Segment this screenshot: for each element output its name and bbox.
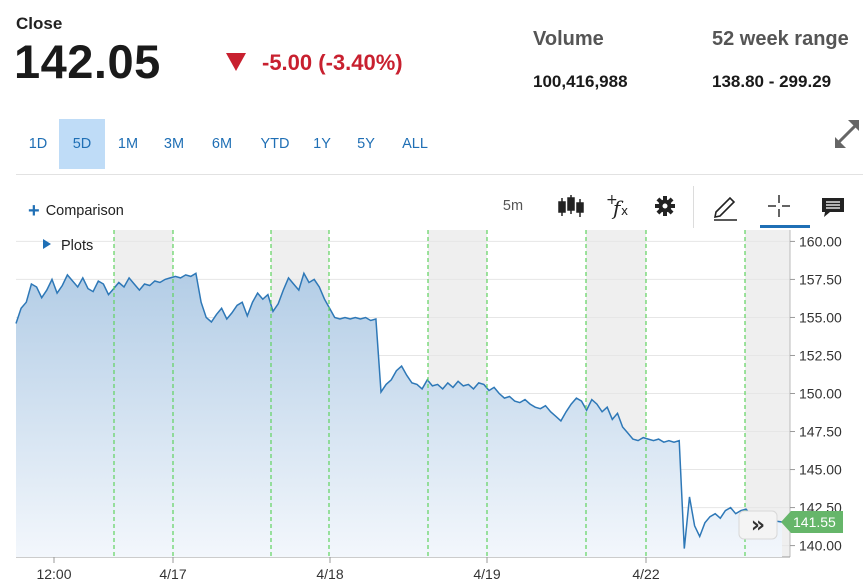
chart-toolbar: + Comparison 5m + f x xyxy=(0,182,863,230)
candlestick-icon[interactable] xyxy=(556,190,586,222)
last-price-value: 141.55 xyxy=(793,514,836,530)
plots-toggle[interactable]: Plots xyxy=(43,238,93,254)
svg-text:+: + xyxy=(606,192,618,208)
y-tick-label: 157.50 xyxy=(799,271,842,287)
plus-icon: + xyxy=(28,200,40,222)
close-price: 142.05 xyxy=(14,35,161,88)
toolbar-separator xyxy=(693,186,694,228)
volume-label: Volume xyxy=(533,28,604,50)
y-tick-label: 155.00 xyxy=(799,309,842,325)
range-button-5y[interactable]: 5Y xyxy=(357,136,375,152)
y-tick-label: 160.00 xyxy=(799,233,842,249)
price-change: -5.00 (-3.40%) xyxy=(226,50,403,76)
function-icon[interactable]: + f x xyxy=(604,190,634,222)
scroll-right-button[interactable]: » xyxy=(738,510,778,540)
last-price-label: 141.55 xyxy=(781,511,843,534)
comparison-button[interactable]: + Comparison xyxy=(28,200,124,223)
plots-label: Plots xyxy=(61,238,93,254)
y-tick-label: 147.50 xyxy=(799,424,842,440)
x-tick-label: 4/19 xyxy=(473,566,500,582)
interval-selector[interactable]: 5m xyxy=(502,198,524,214)
price-area xyxy=(16,273,782,557)
close-label: Close xyxy=(16,14,63,33)
comment-icon[interactable] xyxy=(818,190,848,222)
gear-icon[interactable] xyxy=(652,190,678,222)
price-line xyxy=(15,271,783,549)
range-button-5d[interactable]: 5D xyxy=(59,119,105,169)
header-divider xyxy=(16,174,863,175)
pencil-icon[interactable] xyxy=(710,190,740,222)
range-label: 52 week range xyxy=(712,28,849,50)
quote-header: Close 142.05 -5.00 (-3.40%) Volume 100,4… xyxy=(0,0,863,110)
y-tick-label: 140.00 xyxy=(799,538,842,554)
y-tick-label: 150.00 xyxy=(799,386,842,402)
x-tick-label: 4/17 xyxy=(159,566,186,582)
range-button-ytd[interactable]: YTD xyxy=(260,136,290,152)
range-button-1d[interactable]: 1D xyxy=(28,136,48,152)
range-button-1m[interactable]: 1M xyxy=(117,136,139,152)
y-tick-label: 152.50 xyxy=(799,347,842,363)
down-triangle-icon xyxy=(226,53,246,71)
price-chart[interactable]: 160.00 157.50 155.00 152.50 150.00 147.50 145.… xyxy=(0,230,863,585)
range-button-1y[interactable]: 1Y xyxy=(313,136,331,152)
y-tick-label: 145.00 xyxy=(799,462,842,478)
comparison-label: Comparison xyxy=(45,203,124,219)
price-change-value: -5.00 (-3.40%) xyxy=(262,50,403,75)
x-tick-label: 4/18 xyxy=(316,566,343,582)
crosshair-active-indicator xyxy=(760,225,810,228)
svg-text:x: x xyxy=(621,204,628,218)
x-tick-label: 12:00 xyxy=(36,566,71,582)
range-value: 138.80 - 299.29 xyxy=(712,72,832,91)
double-chevron-right-icon: » xyxy=(751,513,765,538)
x-tick-label: 4/22 xyxy=(632,566,659,582)
crosshair-icon[interactable] xyxy=(764,190,794,222)
expand-icon[interactable] xyxy=(832,117,862,151)
range-button-3m[interactable]: 3M xyxy=(163,136,185,152)
range-button-6m[interactable]: 6M xyxy=(211,136,233,152)
caret-right-icon xyxy=(43,239,51,249)
range-button-all[interactable]: ALL xyxy=(402,136,428,152)
volume-value: 100,416,988 xyxy=(533,72,628,91)
